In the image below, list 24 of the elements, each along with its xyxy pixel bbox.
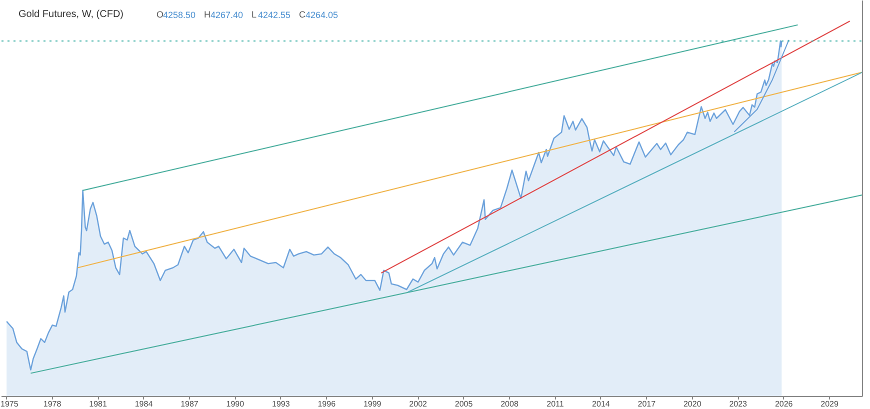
chart-title: Gold Futures, W, (CFD): [18, 9, 124, 20]
x-tick-label: 2026: [774, 400, 794, 408]
text: H4267.40: [204, 10, 244, 20]
x-tick-label: 2011: [546, 400, 564, 408]
x-tick-label: 2002: [409, 400, 428, 408]
text: L4242.55: [252, 10, 291, 20]
x-tick-label: 2005: [454, 400, 474, 408]
x-tick-label: 2020: [684, 400, 702, 408]
text: C4264.05: [299, 10, 338, 20]
x-tick-label: 1984: [134, 400, 154, 408]
x-tick-label: 2029: [820, 400, 840, 408]
x-tick-label: 2023: [729, 400, 748, 408]
x-tick-label: 1999: [363, 400, 382, 408]
x-tick-label: 1978: [43, 400, 62, 408]
x-tick-label: 1987: [180, 400, 199, 408]
x-tick-label: 2014: [592, 400, 610, 408]
x-tick-label: 1975: [0, 400, 19, 408]
x-tick-label: 2008: [500, 400, 519, 408]
text: O4258.50: [156, 10, 196, 20]
x-tick-label: 1990: [226, 400, 245, 408]
x-tick-label: 2017: [638, 400, 656, 408]
x-tick-label: 1993: [272, 400, 290, 408]
x-tick-label: 1981: [89, 400, 108, 408]
x-tick-label: 1996: [318, 400, 336, 408]
